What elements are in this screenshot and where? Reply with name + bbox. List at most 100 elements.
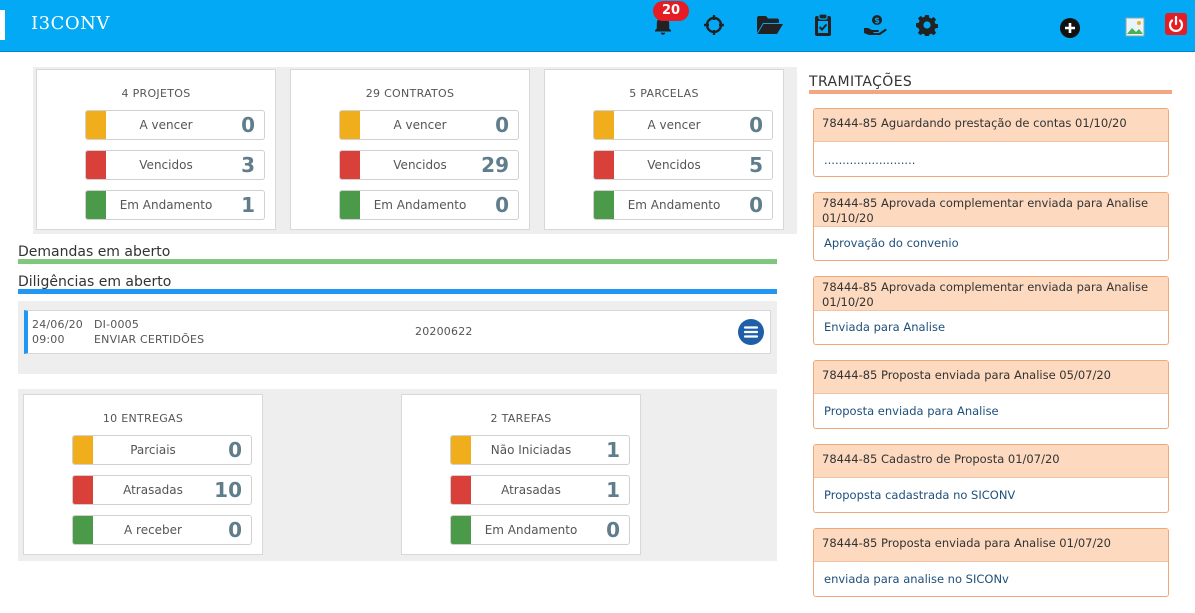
stat-label: Em Andamento bbox=[627, 198, 721, 212]
stat-value: 3 bbox=[241, 153, 255, 177]
list-details-button[interactable] bbox=[738, 319, 764, 345]
projetos-em-andamento[interactable]: Em Andamento 1 bbox=[85, 190, 265, 220]
contratos-card: 29 CONTRATOS A vencer 0 Vencidos 29 Em A… bbox=[290, 69, 530, 230]
tarefas-em-andamento[interactable]: Em Andamento 0 bbox=[450, 515, 630, 545]
diligencias-list: 24/06/20 09:00 DI-0005 ENVIAR CERTIDÕES … bbox=[18, 301, 777, 374]
tramitacao-header: 78444-85 Cadastro de Proposta 01/07/20 bbox=[814, 445, 1168, 478]
parcelas-vencidos[interactable]: Vencidos 5 bbox=[593, 150, 773, 180]
stat-label: Vencidos bbox=[139, 158, 193, 172]
diligencias-bar bbox=[18, 289, 777, 294]
contratos-title: 29 CONTRATOS bbox=[365, 87, 455, 100]
list-icon bbox=[743, 326, 759, 338]
tramitacao-header: 78444-85 Proposta enviada para Analise 0… bbox=[814, 361, 1168, 394]
stat-value: 5 bbox=[749, 153, 763, 177]
crosshair-icon[interactable] bbox=[701, 12, 727, 38]
hand-money-icon[interactable]: $ bbox=[862, 12, 888, 38]
stat-value: 0 bbox=[749, 113, 763, 137]
tramitacoes-title: TRAMITAÇÕES bbox=[809, 74, 913, 90]
diligencia-date: 24/06/20 bbox=[32, 318, 84, 331]
status-swatch bbox=[73, 476, 93, 504]
entregas-atrasadas[interactable]: Atrasadas 10 bbox=[72, 475, 252, 505]
parcelas-a-vencer[interactable]: A vencer 0 bbox=[593, 110, 773, 140]
stat-value: 1 bbox=[241, 193, 255, 217]
stat-label: Parciais bbox=[130, 443, 176, 457]
list-item[interactable]: 24/06/20 09:00 DI-0005 ENVIAR CERTIDÕES … bbox=[24, 310, 771, 354]
status-swatch bbox=[594, 151, 614, 179]
stat-label: Em Andamento bbox=[373, 198, 467, 212]
gear-icon[interactable] bbox=[914, 12, 940, 38]
tarefas-nao-iniciadas[interactable]: Não Iniciadas 1 bbox=[450, 435, 630, 465]
folder-open-icon[interactable] bbox=[755, 12, 785, 38]
status-swatch bbox=[86, 191, 106, 219]
status-swatch bbox=[86, 151, 106, 179]
demandas-bar bbox=[18, 259, 777, 264]
sidebar-toggle[interactable] bbox=[0, 10, 5, 40]
status-swatch bbox=[451, 476, 471, 504]
image-icon[interactable] bbox=[1122, 14, 1148, 40]
diligencias-title[interactable]: Diligências em aberto bbox=[18, 274, 172, 290]
tramitacao-body: enviada para analise no SICONv bbox=[824, 572, 1009, 586]
stat-label: Em Andamento bbox=[119, 198, 213, 212]
projetos-title: 4 PROJETOS bbox=[121, 87, 191, 100]
parcelas-card: 5 PARCELAS A vencer 0 Vencidos 5 Em Anda… bbox=[544, 69, 784, 230]
status-swatch bbox=[594, 111, 614, 139]
stat-value: 1 bbox=[606, 478, 620, 502]
projetos-card: 4 PROJETOS A vencer 0 Vencidos 3 Em Anda… bbox=[36, 69, 276, 230]
svg-text:$: $ bbox=[874, 16, 880, 25]
contratos-em-andamento[interactable]: Em Andamento 0 bbox=[339, 190, 519, 220]
status-swatch bbox=[340, 111, 360, 139]
projetos-a-vencer[interactable]: A vencer 0 bbox=[85, 110, 265, 140]
diligencia-time: 09:00 bbox=[32, 333, 65, 346]
tarefas-atrasadas[interactable]: Atrasadas 1 bbox=[450, 475, 630, 505]
entregas-parciais[interactable]: Parciais 0 bbox=[72, 435, 252, 465]
stat-value: 0 bbox=[228, 438, 242, 462]
demandas-title[interactable]: Demandas em aberto bbox=[18, 244, 171, 260]
notification-badge[interactable]: 20 bbox=[653, 1, 689, 21]
status-swatch bbox=[451, 436, 471, 464]
status-swatch bbox=[451, 516, 471, 544]
stat-label: A vencer bbox=[139, 118, 193, 132]
plus-circle-icon[interactable] bbox=[1057, 15, 1083, 41]
status-swatch bbox=[340, 151, 360, 179]
tramitacao-body: Proposta enviada para Analise bbox=[824, 404, 999, 418]
tramitacao-header: 78444-85 Aprovada complementar enviada p… bbox=[814, 193, 1168, 227]
stat-label: Atrasadas bbox=[123, 483, 183, 497]
stat-value: 0 bbox=[495, 113, 509, 137]
parcelas-em-andamento[interactable]: Em Andamento 0 bbox=[593, 190, 773, 220]
power-icon[interactable] bbox=[1163, 11, 1189, 37]
tramitacao-card[interactable]: 78444-85 Proposta enviada para Analise 0… bbox=[813, 360, 1169, 429]
tramitacoes-bar bbox=[809, 90, 1172, 94]
projetos-vencidos[interactable]: Vencidos 3 bbox=[85, 150, 265, 180]
stat-label: A vencer bbox=[647, 118, 701, 132]
status-swatch bbox=[73, 436, 93, 464]
entregas-card: 10 ENTREGAS Parciais 0 Atrasadas 10 A re… bbox=[23, 394, 263, 555]
tramitacao-card[interactable]: 78444-85 Aguardando prestação de contas … bbox=[813, 108, 1169, 177]
parcelas-title: 5 PARCELAS bbox=[629, 87, 699, 100]
app-title[interactable]: I3CONV bbox=[31, 13, 110, 34]
stat-value: 0 bbox=[749, 193, 763, 217]
stat-value: 10 bbox=[214, 478, 242, 502]
contratos-vencidos[interactable]: Vencidos 29 bbox=[339, 150, 519, 180]
tramitacao-card[interactable]: 78444-85 Aprovada complementar enviada p… bbox=[813, 192, 1169, 261]
stat-label: Não Iniciadas bbox=[490, 443, 572, 457]
tramitacao-card[interactable]: 78444-85 Cadastro de Proposta 01/07/20 P… bbox=[813, 444, 1169, 513]
contratos-a-vencer[interactable]: A vencer 0 bbox=[339, 110, 519, 140]
clipboard-check-icon[interactable] bbox=[810, 12, 836, 38]
stat-label: A receber bbox=[124, 523, 182, 537]
tramitacao-header: 78444-85 Proposta enviada para Analise 0… bbox=[814, 529, 1168, 562]
tramitacao-header: 78444-85 Aguardando prestação de contas … bbox=[814, 109, 1168, 142]
stat-value: 29 bbox=[481, 153, 509, 177]
stat-value: 0 bbox=[606, 518, 620, 542]
tramitacao-card[interactable]: 78444-85 Aprovada complementar enviada p… bbox=[813, 276, 1169, 345]
stat-value: 0 bbox=[495, 193, 509, 217]
tarefas-title: 2 TAREFAS bbox=[490, 412, 552, 425]
stat-label: Atrasadas bbox=[501, 483, 561, 497]
diligencia-description: ENVIAR CERTIDÕES bbox=[94, 333, 205, 346]
tarefas-card: 2 TAREFAS Não Iniciadas 1 Atrasadas 1 Em… bbox=[401, 394, 641, 555]
diligencia-number: 20200622 bbox=[415, 325, 473, 338]
tramitacao-card[interactable]: 78444-85 Proposta enviada para Analise 0… bbox=[813, 528, 1169, 597]
tramitacao-body: Propopsta cadastrada no SICONV bbox=[824, 488, 1016, 502]
entregas-a-receber[interactable]: A receber 0 bbox=[72, 515, 252, 545]
status-swatch bbox=[594, 191, 614, 219]
stat-label: Vencidos bbox=[647, 158, 701, 172]
